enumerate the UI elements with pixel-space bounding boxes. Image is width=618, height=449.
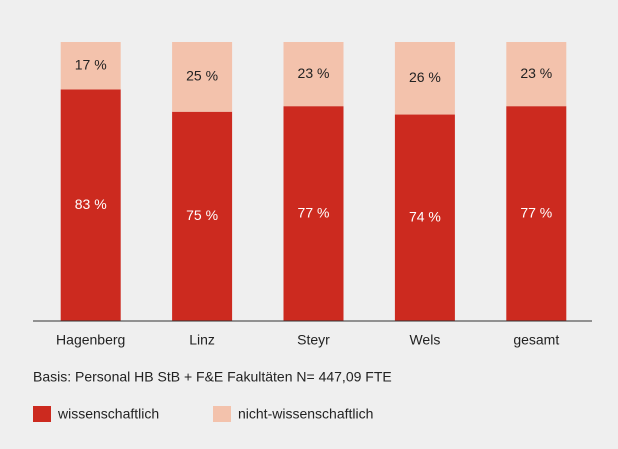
- data-label: 23 %: [298, 65, 330, 81]
- bar-segment: [283, 42, 344, 107]
- bar-segment: [506, 106, 567, 321]
- bar-segment: [506, 42, 567, 107]
- bar-segment: [394, 42, 455, 115]
- data-label: 77 %: [520, 204, 552, 220]
- data-label: 83 %: [75, 196, 107, 212]
- x-tick-label: Wels: [409, 332, 440, 348]
- data-label: 74 %: [409, 208, 441, 224]
- data-label: 75 %: [186, 207, 218, 223]
- annotation: Basis: Personal HB StB + F&E Fakultäten …: [33, 369, 392, 385]
- bar-segment: [283, 106, 344, 321]
- bar-segment: [172, 111, 233, 321]
- x-tick-label: gesamt: [513, 332, 559, 348]
- bar-segment: [60, 89, 121, 322]
- bar-segment: [172, 42, 233, 112]
- data-label: 25 %: [186, 68, 218, 84]
- legend-label: nicht-wissenschaftlich: [238, 406, 373, 422]
- legend-swatch: [33, 406, 51, 422]
- legend-swatch: [213, 406, 231, 422]
- data-label: 23 %: [520, 65, 552, 81]
- bar-segment: [394, 114, 455, 321]
- data-label: 17 %: [75, 56, 107, 72]
- legend-label: wissenschaftlich: [57, 406, 159, 422]
- data-label: 26 %: [409, 69, 441, 85]
- x-tick-label: Linz: [189, 332, 215, 348]
- x-tick-label: Steyr: [297, 332, 330, 348]
- data-label: 77 %: [298, 204, 330, 220]
- bar-segment: [60, 42, 121, 90]
- x-tick-label: Hagenberg: [56, 332, 125, 348]
